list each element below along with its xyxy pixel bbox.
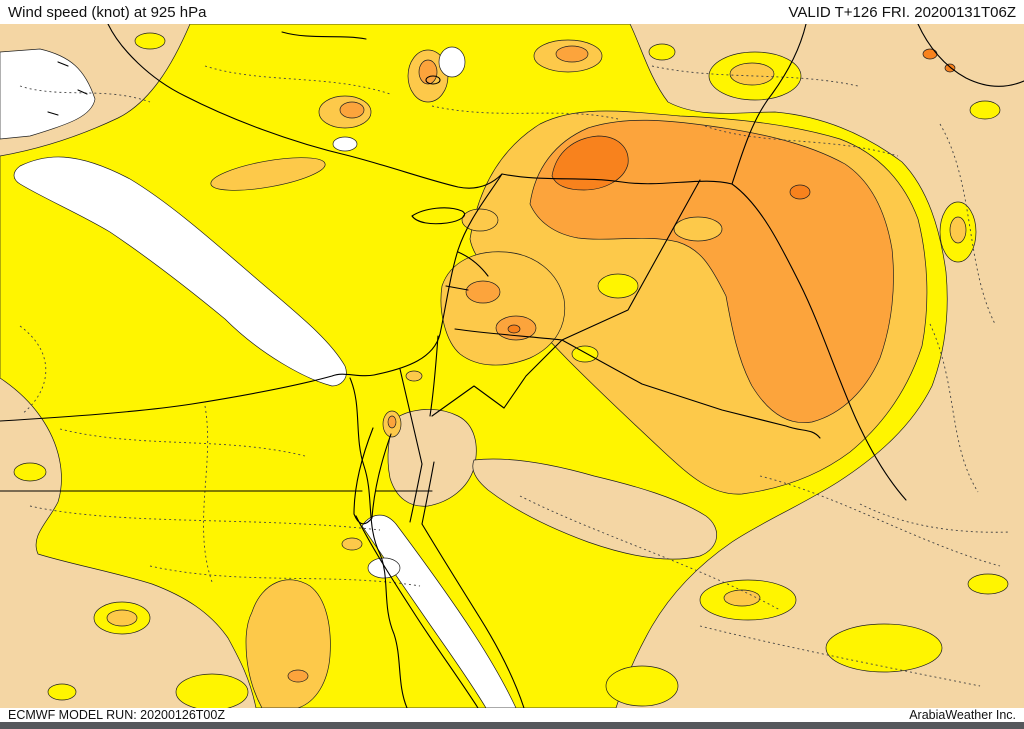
- turkey-syria-border: [501, 173, 733, 185]
- tan-island-regions: [387, 409, 717, 560]
- egypt-israel-border: [399, 368, 423, 465]
- wind-contour-svg: [0, 24, 1024, 708]
- model-run-label: ECMWF MODEL RUN: 20200126T00Z: [8, 708, 225, 722]
- gulf-of-aqaba: [409, 461, 435, 525]
- gold-holes-in-orange: [673, 216, 723, 242]
- levant-egypt-coast: [0, 173, 503, 422]
- syria-iraq-border: [561, 179, 701, 341]
- deep-orange-cores: [507, 48, 956, 334]
- syria-jordan-border: [454, 328, 563, 341]
- jordan-valley-border: [429, 335, 439, 417]
- iraq-iran-border: [731, 183, 907, 501]
- valid-time-label: VALID T+126 FRI. 20200131T06Z: [788, 3, 1017, 21]
- map-footer: ECMWF MODEL RUN: 20200126T00Z ArabiaWeat…: [0, 708, 1024, 722]
- red-sea-west-coast: [355, 515, 479, 708]
- iraq-saudi-border: [561, 339, 821, 439]
- turkey-iran-border: [731, 24, 807, 185]
- lebanon-syria-border: [445, 251, 489, 291]
- jordan-saudi-border: [431, 339, 563, 417]
- map-title: Wind speed (knot) at 925 hPa: [8, 3, 207, 21]
- wind-speed-map: [0, 24, 1024, 708]
- attribution-label: ArabiaWeather Inc.: [909, 708, 1016, 722]
- gulf-of-suez: [353, 427, 392, 525]
- brand-bar: [0, 722, 1024, 729]
- nile-river: [349, 377, 408, 708]
- country-borders-coastlines: [0, 24, 1024, 708]
- yellow-holes-in-gold: [571, 273, 639, 363]
- tuz-lake: [425, 75, 441, 85]
- north-coast-hint: [281, 31, 367, 40]
- cyprus-island: [411, 207, 466, 225]
- caspian-coast: [917, 24, 1024, 87]
- aegean-islands: [47, 61, 88, 116]
- map-header: Wind speed (knot) at 925 hPa VALID T+126…: [0, 0, 1024, 24]
- red-sea-east-coast: [421, 523, 525, 708]
- anatolia-south-coast: [107, 24, 503, 189]
- dotted-admin-borders: [19, 65, 1011, 687]
